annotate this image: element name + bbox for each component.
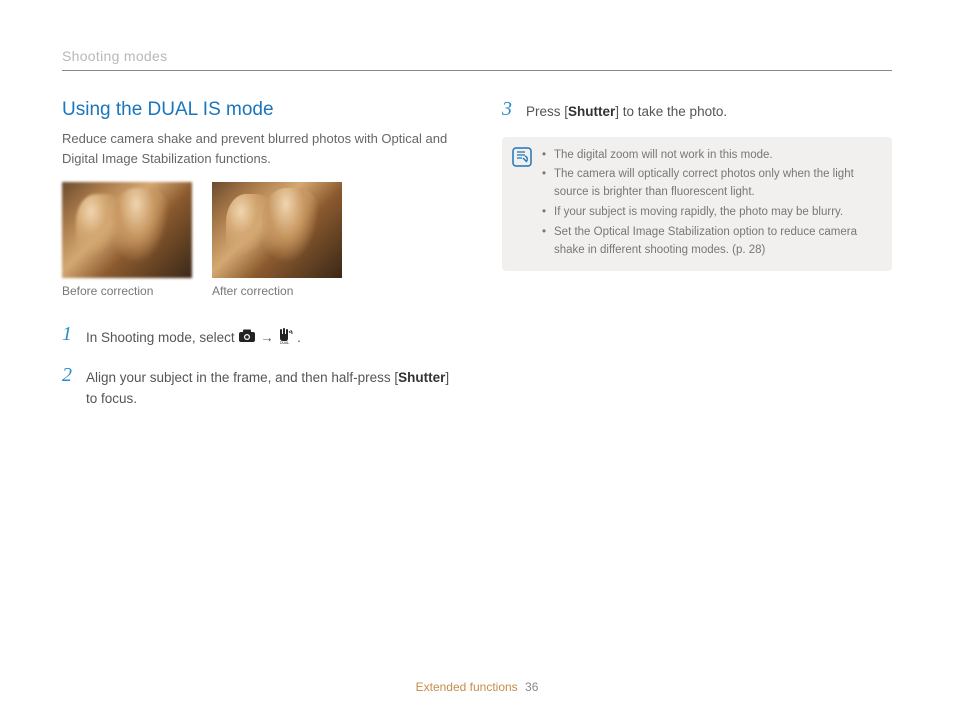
after-caption: After correction <box>212 284 342 298</box>
note-item: If your subject is moving rapidly, the p… <box>542 204 878 222</box>
step-3-bold: Shutter <box>568 104 615 119</box>
step-3-text-before: Press [ <box>526 104 568 119</box>
note-list: The digital zoom will not work in this m… <box>542 147 878 262</box>
caption-row: Before correction After correction <box>62 284 452 298</box>
camera-icon <box>238 328 256 350</box>
note-box: The digital zoom will not work in this m… <box>502 137 892 272</box>
footer-section: Extended functions <box>416 680 518 694</box>
step-2: 2 Align your subject in the frame, and t… <box>62 365 452 410</box>
svg-text:DUAL: DUAL <box>280 341 289 344</box>
step-number: 1 <box>62 324 76 344</box>
left-column: Using the DUAL IS mode Reduce camera sha… <box>62 99 452 424</box>
manual-page: Shooting modes Using the DUAL IS mode Re… <box>0 0 954 424</box>
content-columns: Using the DUAL IS mode Reduce camera sha… <box>62 99 892 424</box>
note-item: The digital zoom will not work in this m… <box>542 147 878 165</box>
note-item: Set the Optical Image Stabilization opti… <box>542 224 878 260</box>
page-subtitle: Reduce camera shake and prevent blurred … <box>62 129 452 168</box>
step-2-bold: Shutter <box>398 370 445 385</box>
after-image <box>212 182 342 278</box>
footer-page-number: 36 <box>525 680 538 694</box>
step-1-text-after: . <box>297 330 301 345</box>
right-column: 3 Press [Shutter] to take the photo. The… <box>502 99 892 424</box>
step-text: Press [Shutter] to take the photo. <box>526 99 727 123</box>
note-item: The camera will optically correct photos… <box>542 166 878 202</box>
note-icon <box>512 147 532 262</box>
step-text: In Shooting mode, select → DUAL . <box>86 324 301 351</box>
step-1-text-before: In Shooting mode, select <box>86 330 238 345</box>
step-number: 2 <box>62 365 76 385</box>
page-footer: Extended functions 36 <box>0 680 954 694</box>
step-3-text-after: ] to take the photo. <box>615 104 727 119</box>
before-caption: Before correction <box>62 284 192 298</box>
step-3: 3 Press [Shutter] to take the photo. <box>502 99 892 123</box>
before-image <box>62 182 192 278</box>
page-title: Using the DUAL IS mode <box>62 99 452 121</box>
hand-dual-icon: DUAL <box>277 326 293 351</box>
step-1: 1 In Shooting mode, select → DUAL . <box>62 324 452 351</box>
step-text: Align your subject in the frame, and the… <box>86 365 452 410</box>
step-number: 3 <box>502 99 516 119</box>
arrow-text: → <box>260 330 277 345</box>
comparison-images <box>62 182 452 278</box>
step-2-text-before: Align your subject in the frame, and the… <box>86 370 398 385</box>
section-header: Shooting modes <box>62 48 892 71</box>
